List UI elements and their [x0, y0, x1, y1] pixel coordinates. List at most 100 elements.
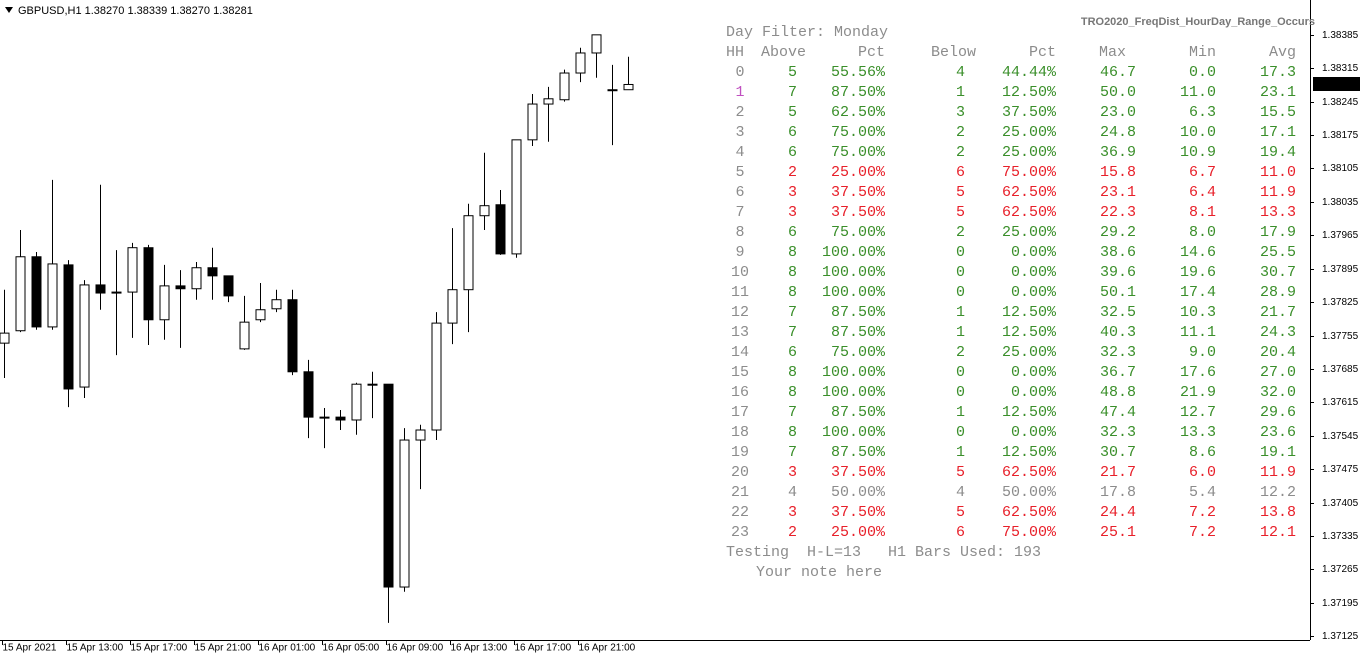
- table-cell: 87.50%: [831, 84, 886, 101]
- table-cell: 20.4: [1260, 344, 1296, 361]
- table-cell: 1: [956, 324, 965, 341]
- table-cell: 17.9: [1260, 224, 1296, 241]
- table-cell: 3: [788, 204, 797, 221]
- table-cell: 5: [956, 464, 965, 481]
- price-tick-label: 1.37475: [1322, 464, 1359, 475]
- table-cell: 62.50%: [1002, 504, 1057, 521]
- price-tick-label: 1.37965: [1322, 230, 1359, 241]
- menu-arrow[interactable]: [5, 7, 13, 13]
- table-cell: 36.7: [1100, 364, 1136, 381]
- table-cell: 24.8: [1100, 124, 1136, 141]
- table-cell: 7: [788, 304, 797, 321]
- table-cell: 87.50%: [831, 444, 886, 461]
- candle-body: [527, 103, 538, 141]
- candle-body: [607, 89, 618, 92]
- table-cell: 7: [735, 204, 744, 221]
- table-cell: 17.1: [1260, 124, 1296, 141]
- table-cell: 3: [788, 504, 797, 521]
- table-header: Min: [1189, 44, 1216, 61]
- table-cell: 2: [956, 144, 965, 161]
- time-tick-label: 15 Apr 2021: [3, 643, 57, 654]
- table-cell: 8: [788, 384, 797, 401]
- table-cell: 11.9: [1260, 184, 1296, 201]
- candle-body: [175, 285, 186, 290]
- table-cell: 23.1: [1260, 84, 1296, 101]
- table-cell: 22: [731, 504, 749, 521]
- table-cell: 40.3: [1100, 324, 1136, 341]
- table-cell: 18: [731, 424, 749, 441]
- table-cell: 100.00%: [822, 264, 886, 281]
- time-tick-label: 16 Apr 05:00: [323, 643, 380, 654]
- candle-body: [543, 98, 554, 105]
- table-cell: 17.3: [1260, 64, 1296, 81]
- table-cell: 8: [788, 244, 797, 261]
- table-cell: 30.7: [1260, 264, 1296, 281]
- candle-body: [255, 309, 266, 321]
- price-tick-label: 1.37825: [1322, 297, 1359, 308]
- price-tick-label: 1.37265: [1322, 564, 1359, 575]
- table-cell: 19: [731, 444, 749, 461]
- footer-note: Your note here: [756, 564, 882, 581]
- table-cell: 36.9: [1100, 144, 1136, 161]
- table-cell: 75.00%: [831, 344, 886, 361]
- table-cell: 5: [956, 184, 965, 201]
- price-tick-label: 1.37335: [1322, 531, 1359, 542]
- table-cell: 13.8: [1260, 504, 1296, 521]
- symbol-header: GBPUSD,H1 1.38270 1.38339 1.38270 1.3828…: [18, 5, 253, 17]
- table-cell: 32.0: [1260, 384, 1296, 401]
- table-cell: 20: [731, 464, 749, 481]
- candle-body: [159, 285, 170, 321]
- table-cell: 8: [788, 364, 797, 381]
- table-cell: 75.00%: [831, 144, 886, 161]
- table-cell: 24.4: [1100, 504, 1136, 521]
- table-cell: 11.0: [1260, 164, 1296, 181]
- table-cell: 0.00%: [1011, 364, 1057, 381]
- table-header: Max: [1099, 44, 1126, 61]
- table-cell: 87.50%: [831, 324, 886, 341]
- candle-body: [415, 429, 426, 441]
- table-cell: 32.3: [1100, 424, 1136, 441]
- table-cell: 19.6: [1180, 264, 1216, 281]
- candle-body: [79, 284, 90, 388]
- table-cell: 6.0: [1189, 464, 1216, 481]
- table-cell: 5: [788, 104, 797, 121]
- time-tick-label: 15 Apr 13:00: [67, 643, 124, 654]
- candle-body: [367, 383, 378, 386]
- time-tick-label: 16 Apr 17:00: [515, 643, 572, 654]
- table-cell: 17.4: [1180, 284, 1216, 301]
- table-cell: 23: [731, 524, 749, 541]
- table-cell: 1: [956, 304, 965, 321]
- table-cell: 12.50%: [1002, 404, 1057, 421]
- candle-body: [351, 383, 362, 421]
- current-price-label: 1.38281: [1319, 79, 1356, 90]
- table-cell: 5: [956, 504, 965, 521]
- time-tick-label: 16 Apr 09:00: [387, 643, 444, 654]
- day-filter: Day Filter: Monday: [726, 24, 888, 41]
- candle-body: [0, 332, 10, 344]
- table-cell: 4: [788, 484, 797, 501]
- table-header: Pct: [858, 44, 885, 61]
- table-cell: 47.4: [1100, 404, 1136, 421]
- table-cell: 75.00%: [831, 124, 886, 141]
- footer-stats: Testing H-L=13 H1 Bars Used: 193: [726, 544, 1041, 561]
- price-tick-label: 1.38315: [1322, 63, 1359, 74]
- table-cell: 17.6: [1180, 364, 1216, 381]
- table-cell: 3: [788, 184, 797, 201]
- time-tick-label: 16 Apr 21:00: [579, 643, 636, 654]
- table-cell: 25.00%: [1002, 144, 1057, 161]
- table-cell: 8.1: [1189, 204, 1216, 221]
- table-cell: 9.0: [1189, 344, 1216, 361]
- current-price-box: [1313, 77, 1360, 91]
- candle-body: [591, 34, 602, 54]
- table-cell: 0.00%: [1011, 244, 1057, 261]
- table-cell: 19.4: [1260, 144, 1296, 161]
- table-cell: 27.0: [1260, 364, 1296, 381]
- time-tick-label: 16 Apr 01:00: [259, 643, 316, 654]
- table-cell: 10.0: [1180, 124, 1216, 141]
- table-header: Avg: [1269, 44, 1296, 61]
- table-header: Below: [931, 44, 976, 61]
- candle-body: [191, 267, 202, 290]
- table-cell: 75.00%: [831, 224, 886, 241]
- table-cell: 0: [956, 284, 965, 301]
